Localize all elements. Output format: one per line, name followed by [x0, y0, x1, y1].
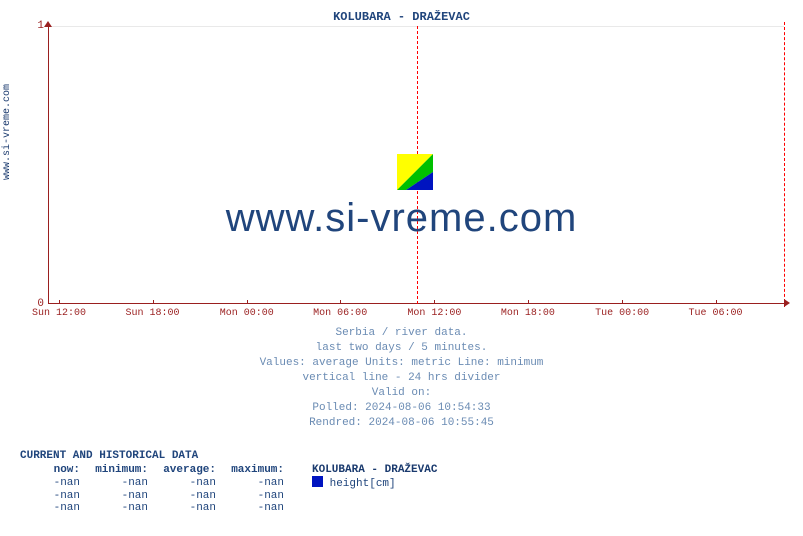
table-row: -nan -nan -nan -nan height[cm] [20, 476, 445, 490]
table-row: -nan -nan -nan -nan [20, 502, 445, 514]
watermark-text: www.si-vreme.com [0, 196, 803, 241]
xtick-label: Sun 18:00 [125, 308, 179, 319]
meta-line: vertical line - 24 hrs divider [0, 371, 803, 386]
table-row: -nan -nan -nan -nan [20, 490, 445, 502]
cell: -nan [88, 490, 156, 502]
cell: -nan [20, 502, 88, 514]
legend-label: height[cm] [330, 478, 396, 490]
table-head-row: now: minimum: average: maximum: KOLUBARA… [20, 464, 445, 476]
cell: -nan [88, 502, 156, 514]
cell: -nan [224, 502, 292, 514]
cell: -nan [224, 490, 292, 502]
y-axis-arrow [44, 21, 52, 27]
xtick-label: Mon 06:00 [313, 308, 367, 319]
xtick-label: Tue 06:00 [689, 308, 743, 319]
col-now: now: [20, 464, 88, 476]
xtick-label: Sun 12:00 [32, 308, 86, 319]
meta-line: Serbia / river data. [0, 326, 803, 341]
cell: -nan [20, 490, 88, 502]
xtick-label: Tue 00:00 [595, 308, 649, 319]
meta-info: Serbia / river data. last two days / 5 m… [0, 326, 803, 431]
legend-cell: height[cm] [292, 476, 445, 490]
watermark-icon [397, 154, 433, 190]
ytick-label: 1 [30, 20, 44, 32]
cell: -nan [156, 502, 224, 514]
xtick-label: Mon 12:00 [407, 308, 461, 319]
meta-line: Rendred: 2024-08-06 10:55:45 [0, 416, 803, 431]
meta-line: Polled: 2024-08-06 10:54:33 [0, 401, 803, 416]
legend-swatch [312, 476, 323, 487]
cell: -nan [20, 476, 88, 490]
chart-title: KOLUBARA - DRAŽEVAC [0, 10, 803, 24]
x-axis-arrow [784, 299, 790, 307]
data-table-section: CURRENT AND HISTORICAL DATA now: minimum… [20, 450, 445, 514]
xtick-label: Mon 18:00 [501, 308, 555, 319]
data-table-header: CURRENT AND HISTORICAL DATA [20, 450, 445, 462]
col-series: KOLUBARA - DRAŽEVAC [292, 464, 445, 476]
cell: -nan [88, 476, 156, 490]
site-label-vertical: www.si-vreme.com [2, 84, 13, 180]
col-min: minimum: [88, 464, 156, 476]
col-avg: average: [156, 464, 224, 476]
data-table: now: minimum: average: maximum: KOLUBARA… [20, 464, 445, 514]
cell: -nan [156, 476, 224, 490]
xtick-label: Mon 00:00 [220, 308, 274, 319]
cell: -nan [224, 476, 292, 490]
meta-line: Valid on: [0, 386, 803, 401]
cell: -nan [156, 490, 224, 502]
col-max: maximum: [224, 464, 292, 476]
meta-line: Values: average Units: metric Line: mini… [0, 356, 803, 371]
meta-line: last two days / 5 minutes. [0, 341, 803, 356]
